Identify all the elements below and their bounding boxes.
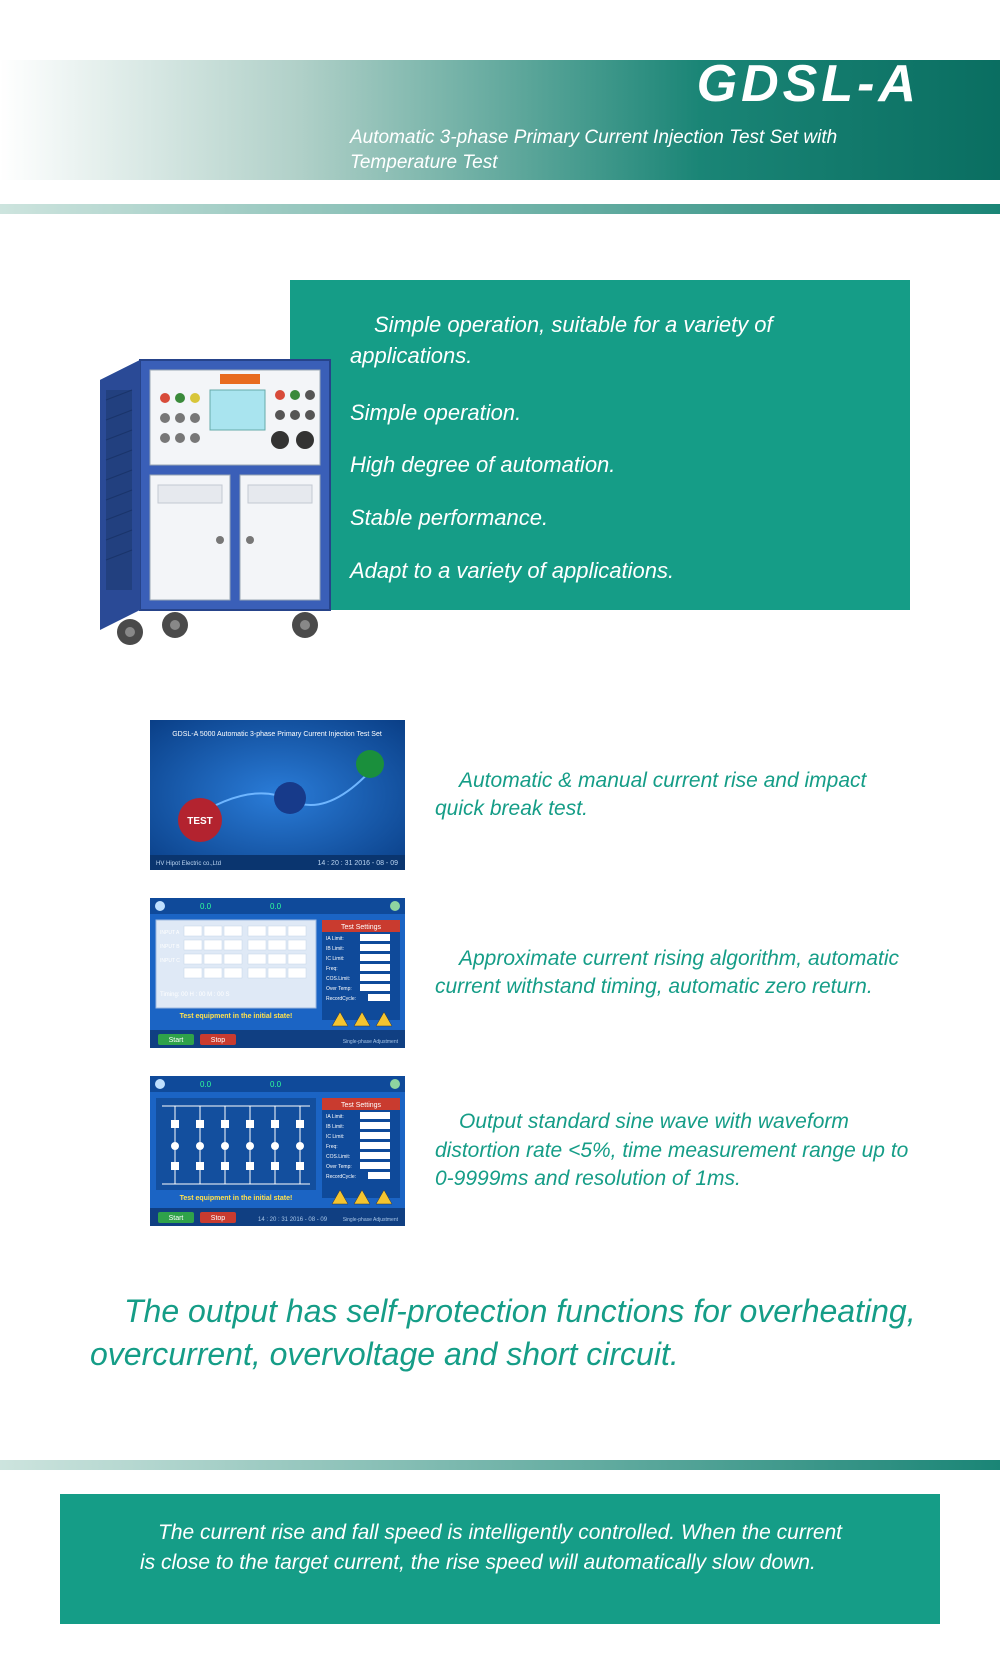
svg-text:Over Temp:: Over Temp: — [326, 1164, 352, 1170]
svg-text:IB Limit:: IB Limit: — [326, 946, 344, 952]
svg-text:COS.Limit:: COS.Limit: — [326, 1154, 350, 1160]
svg-text:RecordCycle:: RecordCycle: — [326, 1174, 356, 1180]
svg-text:IC Limit:: IC Limit: — [326, 956, 344, 962]
svg-text:0.0: 0.0 — [270, 902, 282, 911]
protection-statement: The output has self-protection functions… — [90, 1290, 920, 1376]
ui-screenshot-3: 0.0 0.0 — [150, 1076, 405, 1226]
svg-text:0.0: 0.0 — [200, 902, 212, 911]
svg-text:IA Limit:: IA Limit: — [326, 1114, 344, 1120]
svg-text:IA Limit:: IA Limit: — [326, 936, 344, 942]
divider-bottom — [0, 1460, 1000, 1470]
divider-top — [0, 204, 1000, 214]
screen-title: GDSL-A 5000 Automatic 3-phase Primary Cu… — [172, 731, 382, 738]
svg-text:0.0: 0.0 — [270, 1080, 282, 1089]
screens-section: GDSL-A 5000 Automatic 3-phase Primary Cu… — [150, 720, 910, 1254]
screen-row: GDSL-A 5000 Automatic 3-phase Primary Cu… — [150, 720, 910, 870]
svg-text:14 : 20 : 31 2016 - 08 - 09: 14 : 20 : 31 2016 - 08 - 09 — [317, 860, 398, 867]
feature-item: Stable performance. — [350, 503, 880, 534]
svg-text:Freq:: Freq: — [326, 966, 338, 972]
screen-caption: Approximate current rising algorithm, au… — [435, 945, 910, 1002]
svg-text:Stop: Stop — [211, 1215, 226, 1222]
svg-text:Test Settings: Test Settings — [341, 924, 382, 931]
feature-headline: Simple operation, suitable for a variety… — [350, 310, 880, 372]
svg-text:Single-phase Adjustment: Single-phase Adjustment — [343, 1217, 399, 1223]
svg-text:INPUT C: INPUT C — [160, 958, 180, 964]
product-model-title: GDSL-A — [697, 54, 920, 114]
svg-text:0.0: 0.0 — [200, 1080, 212, 1089]
screen-row: 0.0 0.0 — [150, 1076, 910, 1226]
product-image — [80, 340, 350, 650]
svg-text:TEST: TEST — [187, 816, 213, 827]
svg-text:Test equipment in the initial: Test equipment in the initial state! — [180, 1195, 293, 1202]
svg-text:Start: Start — [169, 1037, 184, 1044]
svg-text:IC Limit:: IC Limit: — [326, 1134, 344, 1140]
svg-text:IB Limit:: IB Limit: — [326, 1124, 344, 1130]
screen-row: 0.0 0.0 INPUT A — [150, 898, 910, 1048]
feature-item: High degree of automation. — [350, 450, 880, 481]
svg-text:HV Hipot Electric co.,Ltd: HV Hipot Electric co.,Ltd — [156, 861, 221, 867]
bottom-text: The current rise and fall speed is intel… — [140, 1518, 860, 1579]
screen-caption: Automatic & manual current rise and impa… — [435, 767, 910, 824]
svg-text:Freq:: Freq: — [326, 1144, 338, 1150]
svg-text:Timing: 00 H : 00 M : 00 S: Timing: 00 H : 00 M : 00 S — [160, 992, 229, 998]
feature-item: Adapt to a variety of applications. — [350, 556, 880, 587]
ui-screenshot-1: GDSL-A 5000 Automatic 3-phase Primary Cu… — [150, 720, 405, 870]
svg-text:Stop: Stop — [211, 1037, 226, 1044]
screen-caption: Output standard sine wave with waveform … — [435, 1108, 910, 1193]
feature-item: Simple operation. — [350, 398, 880, 429]
svg-text:14 : 20 : 31 2016 - 08 - 09: 14 : 20 : 31 2016 - 08 - 09 — [258, 1217, 328, 1223]
ui-screenshot-2: 0.0 0.0 INPUT A — [150, 898, 405, 1048]
svg-text:INPUT B: INPUT B — [160, 944, 180, 950]
svg-text:INPUT A: INPUT A — [160, 930, 180, 936]
product-subtitle: Automatic 3-phase Primary Current Inject… — [350, 126, 870, 175]
svg-text:RecordCycle:: RecordCycle: — [326, 996, 356, 1002]
svg-text:Single-phase Adjustment: Single-phase Adjustment — [343, 1039, 399, 1045]
svg-text:Start: Start — [169, 1215, 184, 1222]
feature-box: Simple operation, suitable for a variety… — [290, 280, 910, 610]
svg-text:Test equipment in the initial: Test equipment in the initial state! — [180, 1013, 293, 1020]
bottom-band: The current rise and fall speed is intel… — [60, 1494, 940, 1624]
svg-text:COS.Limit:: COS.Limit: — [326, 976, 350, 982]
svg-text:Over Temp:: Over Temp: — [326, 986, 352, 992]
svg-text:Test Settings: Test Settings — [341, 1102, 382, 1109]
